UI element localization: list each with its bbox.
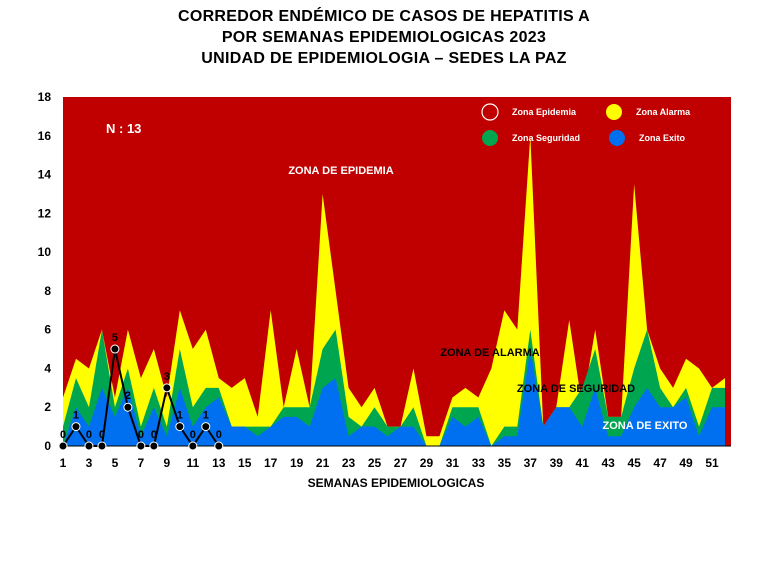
cases-point — [123, 402, 133, 412]
cases-point — [71, 422, 81, 432]
x-tick-label: 13 — [212, 456, 226, 470]
x-tick-label: 1 — [60, 456, 67, 470]
cases-point — [136, 441, 146, 451]
x-tick-label: 43 — [601, 456, 615, 470]
y-tick-label: 14 — [38, 168, 52, 182]
cases-point-label: 0 — [151, 429, 157, 441]
cases-point — [201, 422, 211, 432]
cases-point-label: 1 — [73, 410, 79, 422]
x-tick-label: 7 — [138, 456, 145, 470]
x-tick-label: 39 — [550, 456, 564, 470]
cases-point-label: 0 — [60, 429, 66, 441]
legend-label: Zona Seguridad — [512, 133, 580, 143]
legend: Zona Epidemia Zona Alarma Zona Seguridad Zo… — [481, 103, 691, 146]
x-tick-label: 31 — [446, 456, 460, 470]
y-tick-label: 8 — [44, 284, 51, 298]
cases-point — [84, 441, 94, 451]
cases-point — [97, 441, 107, 451]
x-tick-label: 51 — [705, 456, 719, 470]
y-tick-label: 12 — [38, 206, 52, 220]
cases-point — [214, 441, 224, 451]
x-tick-label: 45 — [627, 456, 641, 470]
chart-title-line-1: CORREDOR ENDÉMICO DE CASOS DE HEPATITIS … — [177, 8, 591, 25]
x-tick-label: 37 — [524, 456, 538, 470]
y-tick-label: 18 — [38, 90, 52, 104]
cases-point — [188, 441, 198, 451]
cases-point-label: 0 — [190, 429, 196, 441]
cases-point — [110, 344, 120, 354]
zone-text-label: ZONA DE EPIDEMIA — [288, 165, 393, 177]
x-tick-label: 29 — [420, 456, 434, 470]
x-tick-label: 25 — [368, 456, 382, 470]
legend-label: Zona Alarma — [636, 107, 691, 117]
legend-marker — [606, 104, 622, 120]
cases-point — [149, 441, 159, 451]
zone-text-label: ZONA DE ALARMA — [440, 347, 539, 359]
x-tick-label: 15 — [238, 456, 252, 470]
zone-area-zona-exito — [63, 349, 725, 446]
zone-text-label: ZONA DE SEGURIDAD — [517, 383, 635, 395]
x-tick-label: 27 — [394, 456, 408, 470]
cases-point — [175, 422, 185, 432]
cases-point — [162, 383, 172, 393]
chart-title-line-2: POR SEMANAS EPIDEMIOLOGICAS 2023 — [221, 29, 547, 46]
cases-point-label: 1 — [177, 410, 183, 422]
chart-title-line-3: UNIDAD DE EPIDEMIOLOGIA – SEDES LA PAZ — [201, 50, 567, 67]
cases-point-label: 0 — [99, 429, 105, 441]
cases-point-label: 0 — [86, 429, 92, 441]
x-tick-label: 19 — [290, 456, 304, 470]
x-tick-label: 21 — [316, 456, 330, 470]
plot-area — [63, 97, 731, 446]
x-tick-label: 5 — [112, 456, 119, 470]
y-axis: 0 2 4 6 8 10 12 14 16 18 — [38, 90, 52, 453]
x-axis: 1 3 5 7 9 11 13 15 17 19 21 23 25 27 29 31 33 35 37 39 41 43 4… — [60, 445, 731, 470]
cases-point-label: 2 — [125, 390, 131, 402]
x-tick-label: 49 — [679, 456, 693, 470]
x-tick-label: 23 — [342, 456, 356, 470]
y-tick-label: 16 — [38, 129, 52, 143]
x-tick-label: 9 — [163, 456, 170, 470]
cases-point-label: 1 — [203, 410, 209, 422]
x-tick-label: 41 — [576, 456, 590, 470]
zone-text-label: ZONA DE EXITO — [603, 420, 688, 432]
legend-marker — [482, 130, 498, 146]
legend-marker — [609, 130, 625, 146]
y-tick-label: 0 — [44, 439, 51, 453]
legend-label: Zona Exito — [639, 133, 686, 143]
x-axis-label: SEMANAS EPIDEMIOLOGICAS — [308, 476, 485, 490]
legend-label: Zona Epidemia — [512, 107, 577, 117]
n-label: N : 13 — [106, 121, 141, 136]
y-tick-label: 6 — [44, 323, 51, 337]
x-tick-label: 3 — [86, 456, 93, 470]
y-tick-label: 4 — [44, 361, 51, 375]
y-tick-label: 2 — [44, 400, 51, 414]
x-tick-label: 47 — [653, 456, 667, 470]
cases-point — [58, 441, 68, 451]
cases-point-label: 0 — [138, 429, 144, 441]
legend-marker — [481, 103, 499, 121]
x-tick-label: 35 — [498, 456, 512, 470]
cases-point-label: 5 — [112, 332, 118, 344]
zone-labels: ZONA DE EPIDEMIA ZONA DE ALARMA ZONA DE SE… — [288, 165, 688, 432]
y-tick-label: 10 — [38, 245, 52, 259]
cases-point-label: 3 — [164, 371, 170, 383]
x-tick-label: 11 — [186, 456, 199, 470]
x-tick-label: 17 — [264, 456, 278, 470]
cases-point-label: 0 — [216, 429, 222, 441]
x-tick-label: 33 — [472, 456, 486, 470]
